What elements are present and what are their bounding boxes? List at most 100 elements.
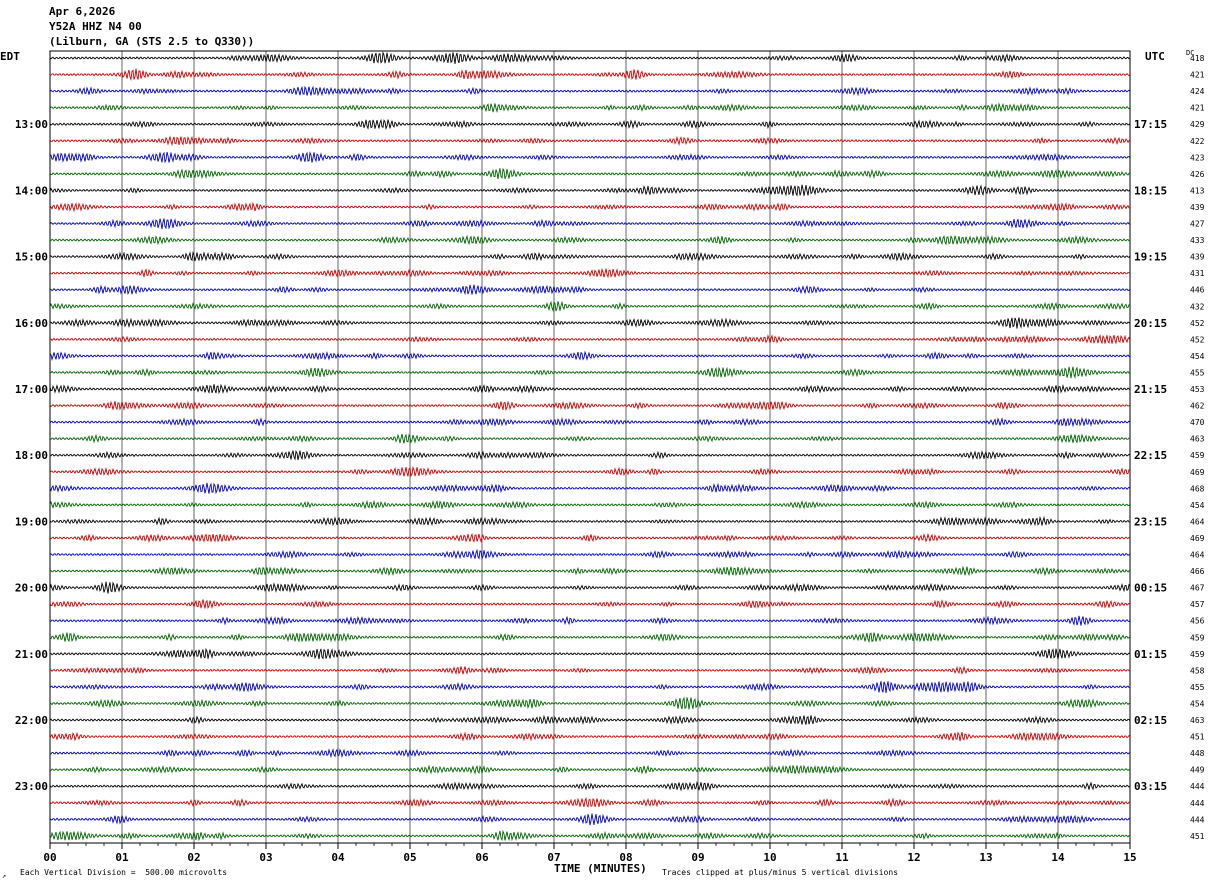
station-label: Y52A HHZ N4 00 <box>49 20 142 33</box>
seismic-trace <box>49 383 1131 395</box>
scale-note: Each Vertical Division = 500.00 microvol… <box>20 868 228 877</box>
right-hour-label: 21:15 <box>1134 383 1167 396</box>
right-hour-label: 23:15 <box>1134 515 1167 528</box>
right-hour-label: 00:15 <box>1134 582 1167 595</box>
dc-offset-label: 467 <box>1190 584 1205 593</box>
dc-offset-label: 444 <box>1190 782 1205 791</box>
dc-offset-label: 463 <box>1190 435 1205 444</box>
left-hour-label: 17:00 <box>15 383 48 396</box>
x-tick-label: 03 <box>259 851 272 864</box>
seismic-trace <box>49 317 1131 329</box>
dc-offset-label: 433 <box>1190 236 1205 245</box>
dc-offset-label: 466 <box>1190 567 1205 576</box>
dc-offset-label: 418 <box>1190 54 1205 63</box>
x-tick-label: 05 <box>403 851 416 864</box>
seismic-trace <box>49 85 1131 97</box>
dc-offset-label: 424 <box>1190 87 1205 96</box>
seismic-trace <box>49 334 1131 345</box>
seismic-trace <box>49 548 1131 561</box>
x-tick-label: 07 <box>547 851 560 864</box>
dc-offset-label: 451 <box>1190 733 1205 742</box>
dc-offset-label: 454 <box>1190 501 1205 510</box>
x-tick-label: 06 <box>475 851 489 864</box>
dc-offset-label: 458 <box>1190 666 1205 675</box>
seismic-trace <box>49 780 1131 792</box>
seismic-trace <box>49 581 1131 594</box>
location-label: (Lilburn, GA (STS 2.5 to Q330)) <box>49 35 255 48</box>
x-tick-label: 12 <box>907 851 920 864</box>
seismic-trace <box>49 515 1131 527</box>
x-tick-label: 00 <box>43 851 56 864</box>
dc-offset-label: 455 <box>1190 683 1205 692</box>
dc-offset-label: 468 <box>1190 484 1205 493</box>
x-tick-label: 09 <box>691 851 704 864</box>
dc-offset-label: 429 <box>1190 120 1205 129</box>
seismic-trace <box>49 51 1131 64</box>
seismic-trace <box>49 118 1131 131</box>
left-hour-label: 23:00 <box>15 780 48 793</box>
left-hour-label: 13:00 <box>15 118 48 131</box>
dc-offset-label: 423 <box>1190 153 1205 162</box>
dc-offset-label: 464 <box>1190 551 1205 560</box>
seismic-trace <box>49 615 1131 626</box>
dc-offset-label: 413 <box>1190 186 1205 195</box>
left-hour-label: 20:00 <box>15 582 48 595</box>
right-hour-label: 18:15 <box>1134 184 1167 197</box>
x-tick-label: 04 <box>331 851 345 864</box>
seismic-trace <box>49 829 1131 842</box>
seismic-trace <box>49 68 1131 82</box>
dc-offset-label: 452 <box>1190 335 1205 344</box>
plot-frame <box>49 50 1131 844</box>
seismic-trace <box>49 234 1131 246</box>
dc-offset-label: 422 <box>1190 137 1205 146</box>
seismic-trace <box>49 267 1131 279</box>
seismic-trace <box>49 599 1131 610</box>
x-axis-title: TIME (MINUTES) <box>554 862 647 875</box>
dc-offset-label: 444 <box>1190 815 1205 824</box>
seismic-trace <box>49 201 1131 213</box>
dc-offset-label: 446 <box>1190 286 1205 295</box>
seismic-trace <box>49 433 1131 444</box>
seismic-trace <box>49 218 1131 230</box>
seismic-trace <box>49 797 1131 808</box>
dc-offset-label: 432 <box>1190 302 1205 311</box>
dc-offset-label: 449 <box>1190 766 1205 775</box>
seismic-trace <box>49 696 1131 710</box>
seismic-trace <box>49 632 1131 644</box>
dc-offset-label: 451 <box>1190 832 1205 841</box>
left-hour-label: 22:00 <box>15 714 48 727</box>
left-hour-label: 15:00 <box>15 251 48 264</box>
dc-offset-label: 431 <box>1190 269 1205 278</box>
dc-offset-label: 439 <box>1190 253 1205 262</box>
dc-offset-label: 448 <box>1190 749 1205 758</box>
x-tick-label: 02 <box>187 851 200 864</box>
seismic-trace <box>49 184 1131 197</box>
right-hour-label: 22:15 <box>1134 449 1167 462</box>
seismic-trace <box>49 714 1131 725</box>
left-hour-label: 16:00 <box>15 317 48 330</box>
left-hour-label: 18:00 <box>15 449 48 462</box>
seismic-trace <box>49 731 1131 742</box>
date-label: Apr 6,2026 <box>49 5 116 18</box>
seismic-trace <box>49 366 1131 379</box>
x-tick-label: 11 <box>835 851 849 864</box>
left-hour-label: 14:00 <box>15 184 48 197</box>
seismic-trace <box>49 499 1131 510</box>
dc-offset-label: 464 <box>1190 517 1205 526</box>
left-timezone-label: EDT <box>0 50 20 63</box>
seismic-trace <box>49 681 1131 693</box>
x-tick-layer: 00 01 02 03 04 05 06 07 08 09 10 11 12 13 14 15 <box>43 843 1137 864</box>
seismic-trace <box>49 465 1131 478</box>
x-tick-label: 13 <box>979 851 992 864</box>
seismic-trace <box>49 665 1131 676</box>
seismic-trace <box>49 300 1131 313</box>
dc-offset-label: 444 <box>1190 799 1205 808</box>
dc-offset-label: 459 <box>1190 650 1205 659</box>
right-hour-label: 03:15 <box>1134 780 1167 793</box>
seismic-trace <box>49 400 1131 412</box>
right-hour-label: 19:15 <box>1134 251 1167 264</box>
seismic-trace <box>49 532 1131 544</box>
x-tick-label: 08 <box>619 851 632 864</box>
dc-offset-label: 452 <box>1190 319 1205 328</box>
seismic-trace <box>49 748 1131 759</box>
